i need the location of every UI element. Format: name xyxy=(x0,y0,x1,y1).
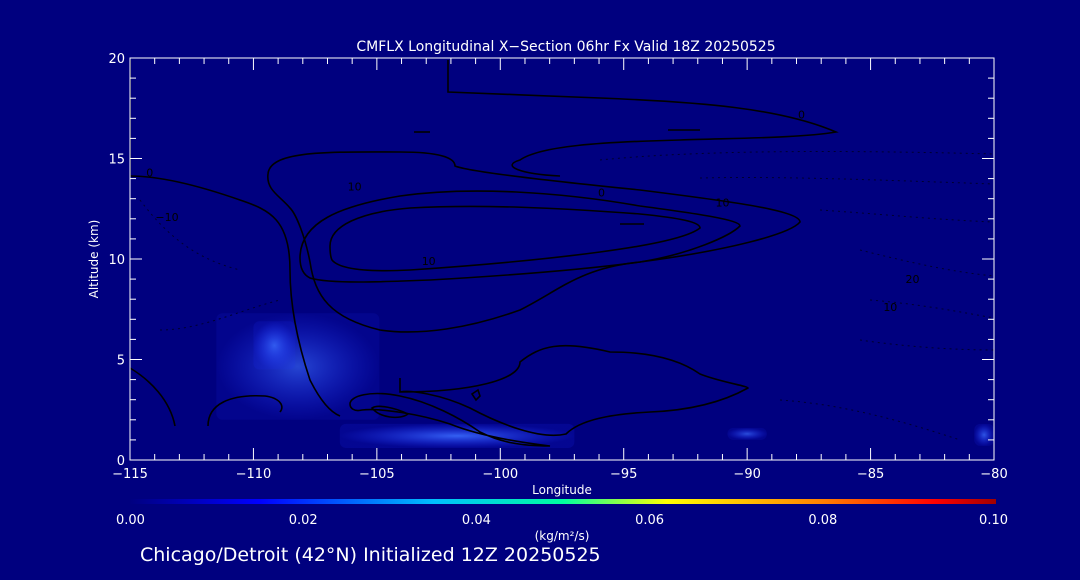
contour-lower-cell xyxy=(399,344,749,437)
x-axis-label: Longitude xyxy=(532,483,592,497)
contour-label: 20 xyxy=(906,273,920,286)
x-tick-label: −110 xyxy=(236,467,272,482)
colorbar-tick-label: 0.10 xyxy=(979,513,1008,528)
location-annotation: Chicago/Detroit (42°N) Initialized 12Z 2… xyxy=(140,544,601,566)
y-tick-label: 10 xyxy=(108,253,125,268)
colorbar xyxy=(130,499,996,504)
contour-label: 10 xyxy=(883,301,897,314)
contour-label: 0 xyxy=(146,167,153,180)
dotted-contour-3 xyxy=(819,209,994,223)
contour-label: 10 xyxy=(715,197,729,210)
contour-lines xyxy=(130,60,839,447)
dotted-contour-1 xyxy=(599,151,994,161)
contour-low-west xyxy=(130,367,283,427)
contour-jet-core-outer xyxy=(299,190,741,283)
y-tick-label: 0 xyxy=(117,454,125,469)
contour-label: 10 xyxy=(422,255,436,268)
contour-label: 0 xyxy=(798,108,805,121)
colorbar-tick-label: 0.02 xyxy=(289,513,318,528)
y-axis-label: Altitude (km) xyxy=(87,220,101,299)
x-tick-label: −90 xyxy=(733,467,760,482)
contour-label: −10 xyxy=(155,211,178,224)
field-region-3 xyxy=(339,423,575,448)
contour-west-boundary xyxy=(130,175,341,417)
colorbar-tick-label: 0.00 xyxy=(116,513,145,528)
colorbar-tick-label: 0.08 xyxy=(808,513,837,528)
x-tick-label: −80 xyxy=(980,467,1007,482)
x-tick-label: −100 xyxy=(482,467,518,482)
colorbar-tick-label: 0.06 xyxy=(635,513,664,528)
contour-labels: 0 0 0 10 10 10 −10 10 20 xyxy=(146,108,919,314)
y-tick-label: 20 xyxy=(108,52,125,67)
contour-label: 0 xyxy=(598,187,605,200)
field-region-1 xyxy=(216,313,380,420)
y-tick-label: 15 xyxy=(108,153,125,168)
contour-low-lobe xyxy=(349,392,551,447)
flux-field xyxy=(216,313,994,448)
negative-contours xyxy=(139,151,994,441)
x-tick-label: −105 xyxy=(359,467,395,482)
contour-jet-core-inner xyxy=(329,205,701,272)
dotted-contour-8 xyxy=(159,299,281,331)
colorbar-label: (kg/m²/s) xyxy=(535,529,590,543)
dotted-contour-4 xyxy=(859,249,994,277)
dotted-contour-9 xyxy=(779,399,961,441)
field-region-2 xyxy=(253,321,296,370)
colorbar-tick-label: 0.04 xyxy=(462,513,491,528)
colorbar-ticks: 0.00 0.02 0.04 0.06 0.08 0.10 xyxy=(116,513,1008,528)
x-tick-label: −95 xyxy=(610,467,637,482)
x-tick-label: −115 xyxy=(112,467,148,482)
field-region-5 xyxy=(974,423,994,446)
contour-upper-jet xyxy=(267,151,801,333)
contour-label: 10 xyxy=(348,181,362,194)
y-tick-label: 5 xyxy=(117,354,125,369)
contour-top-band xyxy=(447,60,839,177)
dotted-contour-6 xyxy=(859,339,994,351)
dotted-contour-2 xyxy=(699,176,994,185)
contour-small-loop xyxy=(370,405,410,419)
field-region-4 xyxy=(727,427,767,440)
contour-marker xyxy=(470,388,481,402)
chart-title: CMFLX Longitudinal X−Section 06hr Fx Val… xyxy=(356,39,775,55)
x-tick-label: −85 xyxy=(857,467,884,482)
